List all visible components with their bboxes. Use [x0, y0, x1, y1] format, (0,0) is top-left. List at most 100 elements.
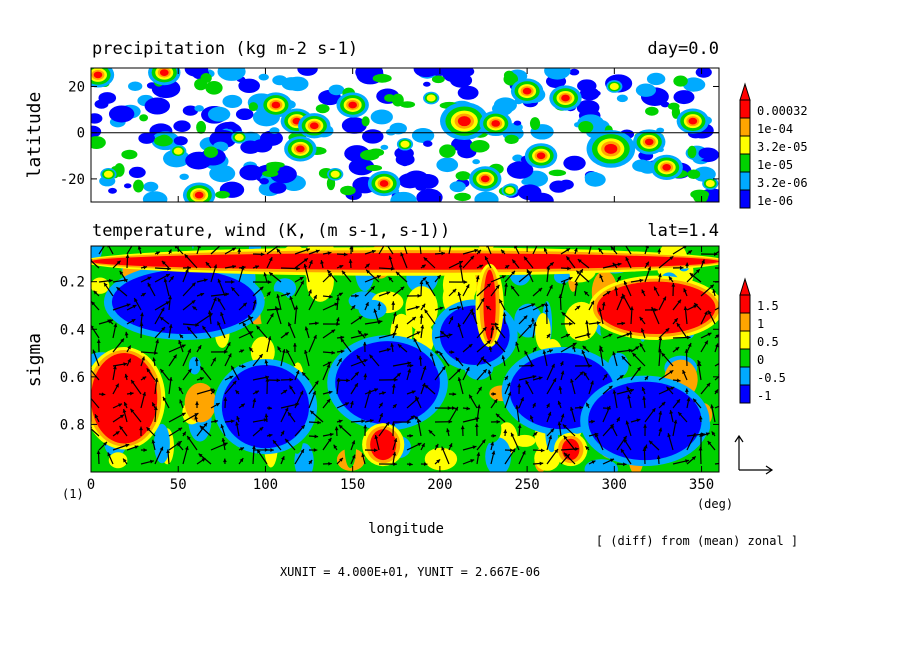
wind-arrowhead: [662, 296, 667, 301]
wind-arrowhead: [140, 312, 144, 317]
wind-arrowhead: [162, 396, 167, 401]
wind-arrowhead: [601, 301, 606, 306]
precip-colorbar-label: 1e-05: [757, 158, 793, 172]
wind-arrowhead: [581, 350, 586, 355]
wind-arrowhead: [644, 376, 649, 380]
wind-arrow: [387, 246, 394, 255]
wind-arrowhead: [343, 252, 348, 257]
wind-arrowhead: [363, 424, 368, 429]
precip-patch: [474, 191, 499, 202]
temp-patch: [513, 434, 536, 447]
wind-arrowhead: [369, 419, 374, 423]
wind-arrowhead: [469, 394, 473, 399]
wind-arrowhead: [309, 260, 313, 265]
precip-patch: [673, 75, 688, 87]
wind-arrowhead: [392, 451, 397, 456]
wind-arrowhead: [622, 462, 627, 467]
wind-arrowhead: [409, 363, 414, 368]
wind-arrowhead: [610, 458, 615, 463]
wind-arrowhead: [669, 410, 674, 414]
zonal-diff-note: [ (diff) from (mean) zonal ]: [596, 534, 798, 548]
wind-arrowhead: [326, 398, 331, 403]
precip-blob: [536, 152, 546, 160]
wind-arrowhead: [153, 406, 158, 411]
precip-blob: [705, 180, 715, 188]
wind-arrowhead: [336, 378, 341, 382]
wind-arrowhead: [457, 377, 462, 382]
wind-arrowhead: [484, 256, 489, 261]
wind-arrowhead: [345, 402, 350, 406]
wind-arrowhead: [454, 406, 458, 411]
wind-arrowhead: [416, 418, 421, 423]
precip-patch: [205, 80, 223, 95]
precip-blob: [330, 170, 340, 178]
wind-arrowhead: [203, 278, 208, 283]
precip-patch: [506, 161, 534, 179]
wind-arrowhead: [677, 299, 682, 304]
wind-arrowhead: [510, 432, 515, 437]
wind-arrowhead: [532, 402, 536, 407]
precip-blob: [457, 116, 471, 127]
wind-arrowhead: [357, 330, 362, 335]
wind-arrowhead: [531, 317, 535, 322]
wind-arrowhead: [213, 264, 218, 269]
wind-arrowhead: [503, 429, 508, 434]
wind-arrowhead: [528, 324, 532, 329]
wind-arrowhead: [482, 358, 487, 363]
precip-blob: [379, 180, 389, 187]
wind-arrowhead: [714, 252, 718, 257]
temp-colorbar-swatch: [739, 312, 751, 332]
precip-patch: [395, 153, 415, 166]
wind-arrowhead: [103, 441, 107, 446]
precip-blob: [662, 163, 671, 171]
wind-arrowhead: [490, 441, 495, 446]
wind-arrowhead: [179, 399, 183, 404]
wind-arrowhead: [270, 448, 274, 452]
wind-arrowhead: [596, 321, 601, 325]
wind-arrowhead: [240, 403, 245, 408]
wind-arrowhead: [643, 424, 647, 428]
precip-blob: [644, 138, 654, 146]
wind-arrowhead: [103, 282, 108, 287]
wind-arrowhead: [225, 292, 229, 297]
wind-arrowhead: [548, 349, 553, 353]
wind-arrowhead: [184, 254, 189, 259]
wind-arrowhead: [168, 324, 173, 328]
wind-arrowhead: [391, 301, 396, 305]
wind-arrow: [714, 362, 719, 367]
precip-blob: [561, 94, 570, 102]
precip-patch: [143, 181, 159, 192]
wind-arrowhead: [579, 371, 584, 376]
wind-arrowhead: [249, 347, 253, 352]
wind-arrowhead: [449, 316, 453, 321]
wind-arrowhead: [338, 424, 343, 429]
precip-blob: [348, 101, 357, 109]
precip-patch: [98, 92, 117, 104]
precip-colorbar-label: 1e-06: [757, 194, 793, 208]
wind-arrowhead: [551, 363, 555, 368]
wind-arrowhead: [289, 296, 294, 300]
wind-arrowhead: [200, 366, 204, 371]
precip-ylabel: latitude: [24, 92, 45, 179]
wind-arrow: [403, 246, 408, 255]
temp-wind-panel: temperature, wind (K, (m s-1, s-1)) lat=…: [24, 221, 798, 579]
wind-arrowhead: [505, 265, 510, 269]
wind-arrowhead: [182, 431, 186, 436]
wind-arrowhead: [141, 293, 146, 297]
precip-patch: [286, 76, 309, 92]
wind-arrowhead: [626, 386, 631, 391]
wind-arrowhead: [676, 399, 681, 404]
wind-arrowhead: [645, 261, 649, 266]
precip-patch: [454, 192, 471, 202]
wind-arrowhead: [373, 308, 378, 313]
precip-patch: [182, 105, 199, 116]
precip-patch: [682, 77, 705, 92]
wind-arrowhead: [93, 290, 98, 295]
wind-arrowhead: [585, 446, 590, 451]
wind-arrowhead: [552, 378, 557, 383]
wind-arrowhead: [441, 251, 445, 256]
wind-arrowhead: [422, 365, 427, 370]
wind-arrowhead: [524, 350, 529, 355]
wind-arrowhead: [197, 246, 201, 249]
wind-arrowhead: [252, 398, 257, 403]
